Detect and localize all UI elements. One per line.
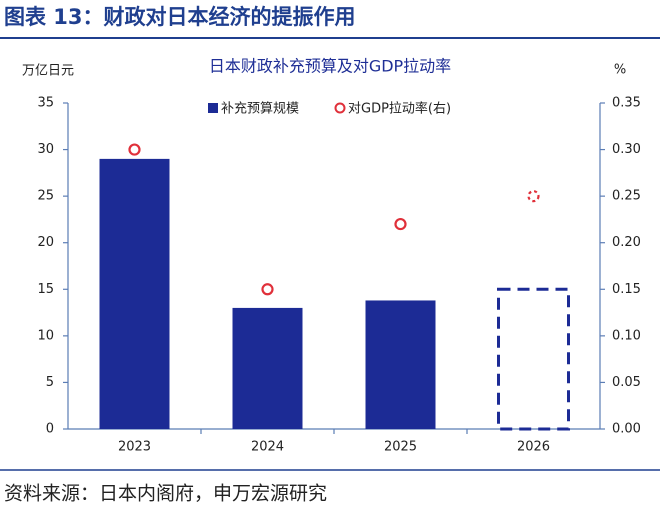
legend-label: 补充预算规模 <box>221 101 299 117</box>
legend-marker <box>334 102 346 114</box>
y-tick-label: 35 <box>37 96 54 111</box>
bar <box>99 158 170 429</box>
source-note: 资料来源：日本内阁府，申万宏源研究 <box>4 483 327 505</box>
x-tick-label: 2025 <box>384 440 417 455</box>
y2-tick-label: 0.35 <box>612 96 641 111</box>
dot <box>527 190 540 203</box>
legend-label: 对GDP拉动率(右) <box>348 101 451 117</box>
bar <box>232 307 303 429</box>
y-tick-label: 30 <box>37 142 54 157</box>
y-tick-label: 20 <box>37 235 54 250</box>
x-tick-label: 2026 <box>517 440 550 455</box>
dot <box>128 143 141 156</box>
header-title: 图表 13：财政对日本经济的提振作用 <box>4 5 356 29</box>
y-tick-label: 5 <box>46 375 54 390</box>
bar <box>497 287 570 431</box>
legend-marker <box>208 103 218 113</box>
y-tick-label: 10 <box>37 328 54 343</box>
y-tick-label: 15 <box>37 282 54 297</box>
y2-tick-label: 0.05 <box>612 375 641 390</box>
y2-tick-label: 0.15 <box>612 282 641 297</box>
y-tick-label: 0 <box>46 422 54 437</box>
chart-title: 日本财政补充预算及对GDP拉动率 <box>209 57 451 76</box>
x-tick-label: 2023 <box>118 440 151 455</box>
dot <box>261 283 274 296</box>
y2-tick-label: 0.30 <box>612 142 641 157</box>
y2-tick-label: 0.20 <box>612 235 641 250</box>
y-tick-label: 25 <box>37 189 54 204</box>
y2-axis-label: % <box>614 63 626 78</box>
y-axis-label: 万亿日元 <box>22 64 74 79</box>
y2-tick-label: 0.25 <box>612 189 641 204</box>
dot <box>394 217 407 231</box>
bar <box>365 300 436 429</box>
y2-tick-label: 0.00 <box>612 422 641 437</box>
x-tick-label: 2024 <box>251 440 284 455</box>
y2-tick-label: 0.10 <box>612 328 641 343</box>
